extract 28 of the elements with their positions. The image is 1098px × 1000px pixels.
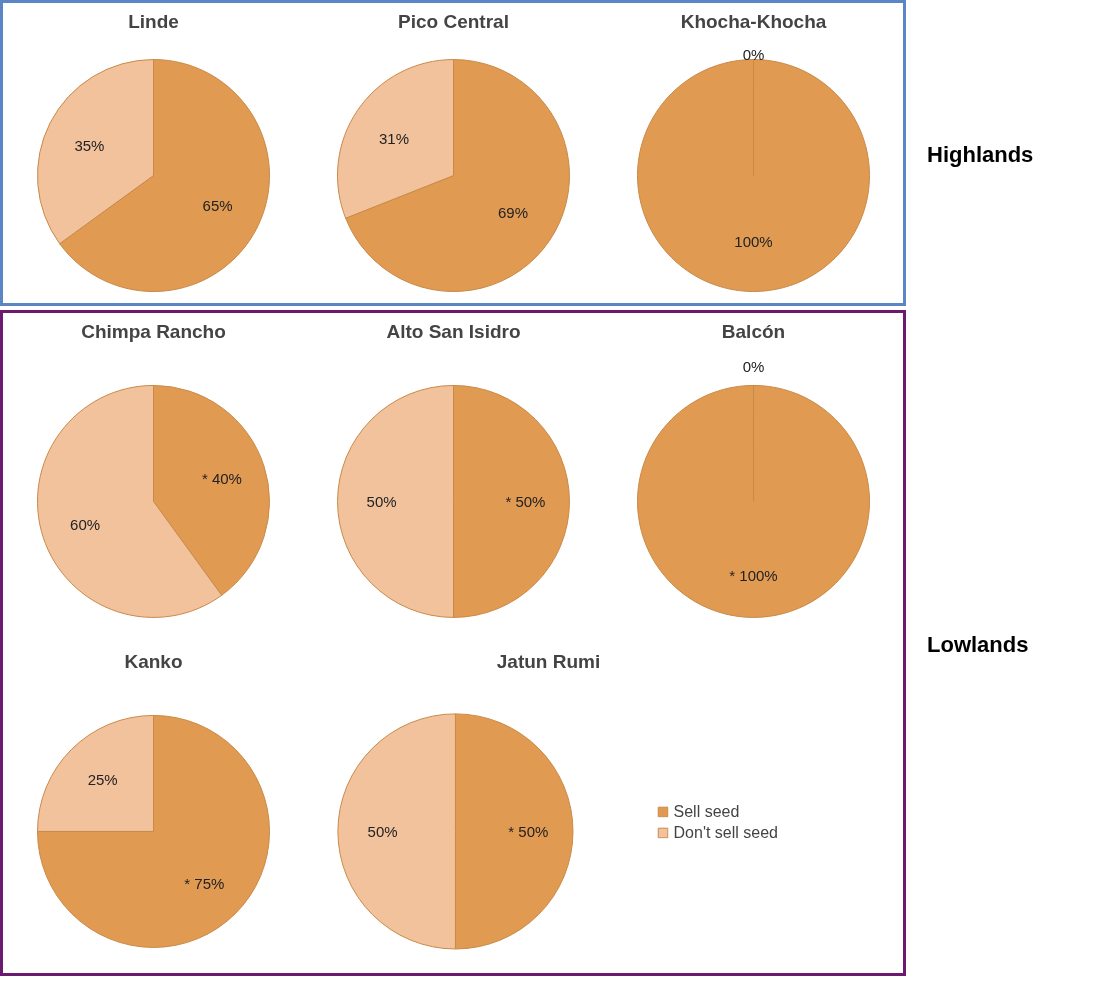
text: Lowlands: [927, 631, 1029, 660]
data-label: 100%: [734, 233, 773, 251]
data-label: 50%: [367, 822, 398, 840]
text: 0%: [742, 358, 765, 376]
legend-label: Don't sell seed: [673, 823, 778, 842]
chart-title: Linde: [128, 10, 179, 32]
data-label: * 100%: [729, 566, 778, 584]
text: 0%: [742, 46, 765, 64]
data-label: * 50%: [508, 822, 549, 840]
data-label: * 40%: [201, 470, 242, 488]
text: Highlands: [927, 141, 1034, 170]
chart-title: Khocha-Khocha: [680, 10, 827, 32]
data-label: 60%: [70, 515, 101, 533]
data-label: 65%: [202, 197, 233, 215]
chart-title: Jatun Rumi: [496, 650, 601, 672]
data-label: * 50%: [505, 492, 546, 510]
data-label: 50%: [366, 492, 397, 510]
data-label: * 75%: [184, 875, 225, 893]
data-label: 31%: [379, 129, 410, 147]
chart-title: Balcón: [721, 320, 786, 342]
data-label: 35%: [74, 136, 105, 154]
data-label: 69%: [497, 204, 528, 222]
chart-title: Kanko: [124, 650, 183, 672]
legend-label: Sell seed: [673, 802, 740, 821]
chart-title: Alto San Isidro: [386, 320, 521, 342]
data-label: 25%: [87, 770, 118, 788]
chart-title: Pico Central: [398, 10, 509, 32]
chart-title: Chimpa Rancho: [81, 320, 226, 342]
